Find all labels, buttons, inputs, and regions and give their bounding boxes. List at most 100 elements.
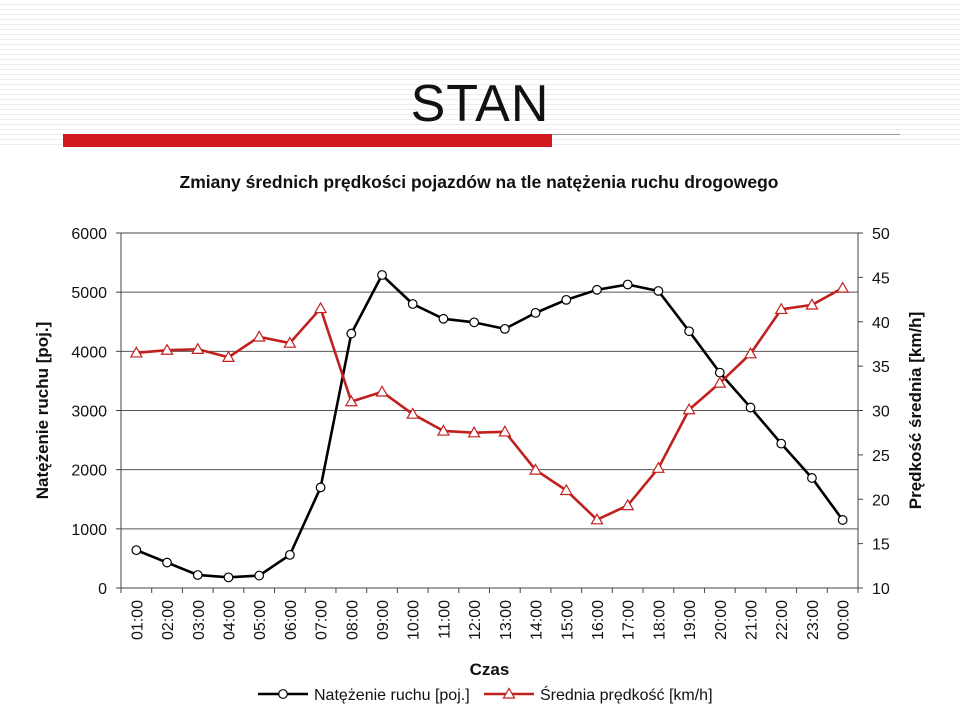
data-point-average-speed bbox=[252, 330, 266, 342]
x-tick-label: 01:00 bbox=[129, 600, 146, 640]
data-point-average-speed bbox=[467, 425, 481, 438]
x-tick-label: 19:00 bbox=[682, 600, 699, 640]
data-point-average-speed bbox=[498, 425, 512, 437]
data-point-traffic-volume bbox=[377, 270, 387, 280]
data-point-traffic-volume bbox=[622, 279, 633, 290]
data-point-average-speed bbox=[344, 394, 358, 407]
data-point-average-speed bbox=[436, 424, 450, 436]
x-tick-label: 08:00 bbox=[344, 600, 361, 640]
data-point-average-speed bbox=[314, 301, 328, 314]
y-right-tick-label: 35 bbox=[872, 359, 890, 376]
data-point-traffic-volume bbox=[284, 549, 295, 560]
y-right-tick-label: 30 bbox=[872, 404, 890, 421]
data-point-average-speed bbox=[129, 346, 143, 358]
data-point-average-speed bbox=[743, 346, 758, 359]
legend-marker-average-speed bbox=[502, 687, 516, 699]
data-point-average-speed bbox=[805, 298, 819, 310]
data-point-traffic-volume bbox=[192, 570, 203, 580]
x-tick-label: 21:00 bbox=[744, 600, 761, 640]
data-point-traffic-volume bbox=[223, 572, 234, 583]
data-point-traffic-volume bbox=[131, 545, 142, 556]
data-point-traffic-volume bbox=[745, 402, 756, 413]
data-point-traffic-volume bbox=[592, 284, 602, 295]
data-point-traffic-volume bbox=[469, 317, 480, 328]
data-point-average-speed bbox=[836, 281, 850, 293]
x-tick-label: 07:00 bbox=[314, 600, 331, 640]
slide-title: STAN bbox=[410, 75, 550, 133]
y-right-tick-label: 40 bbox=[872, 315, 890, 332]
data-point-average-speed bbox=[191, 342, 205, 354]
y-left-tick-label: 0 bbox=[98, 581, 107, 598]
x-tick-label: 10:00 bbox=[406, 600, 423, 640]
data-point-traffic-volume bbox=[653, 286, 664, 296]
y-left-axis-title: Natężenie ruchu [poj.] bbox=[33, 322, 52, 500]
data-point-average-speed bbox=[529, 463, 543, 475]
data-point-traffic-volume bbox=[438, 313, 449, 324]
x-tick-label: 14:00 bbox=[529, 600, 546, 640]
data-point-average-speed bbox=[621, 498, 635, 511]
y-right-tick-label: 25 bbox=[872, 448, 890, 465]
series-line-average-speed bbox=[136, 286, 844, 521]
y-left-tick-label: 2000 bbox=[71, 463, 107, 480]
title-accent-bar bbox=[63, 134, 552, 147]
chart-title: Zmiany średnich prędkości pojazdów na tl… bbox=[180, 172, 779, 192]
x-tick-label: 13:00 bbox=[498, 600, 515, 640]
data-point-traffic-volume bbox=[776, 438, 787, 449]
data-point-average-speed bbox=[160, 343, 174, 355]
y-right-tick-label: 15 bbox=[872, 537, 890, 554]
y-right-tick-label: 45 bbox=[872, 270, 890, 287]
data-point-traffic-volume bbox=[499, 323, 510, 334]
data-point-traffic-volume bbox=[530, 307, 541, 318]
series-line-traffic-volume bbox=[135, 273, 844, 579]
data-point-average-speed bbox=[774, 302, 788, 315]
data-point-traffic-volume bbox=[837, 515, 848, 525]
y-left-tick-label: 4000 bbox=[71, 344, 107, 361]
data-point-traffic-volume bbox=[684, 326, 695, 337]
x-tick-label: 15:00 bbox=[559, 600, 576, 640]
y-right-tick-label: 50 bbox=[872, 226, 890, 243]
x-tick-label: 09:00 bbox=[375, 600, 392, 640]
data-point-average-speed bbox=[651, 461, 665, 473]
y-left-tick-label: 5000 bbox=[71, 285, 107, 302]
y-right-tick-label: 10 bbox=[872, 581, 890, 598]
data-point-average-speed bbox=[283, 336, 297, 348]
data-point-average-speed bbox=[375, 385, 389, 397]
x-tick-label: 02:00 bbox=[160, 600, 177, 640]
data-point-average-speed bbox=[713, 376, 727, 388]
data-point-traffic-volume bbox=[346, 328, 357, 339]
title-divider-line bbox=[552, 134, 900, 135]
x-tick-label: 06:00 bbox=[283, 600, 300, 640]
header-background-stripes bbox=[0, 0, 960, 150]
legend-marker-traffic-volume bbox=[278, 689, 288, 699]
x-tick-label: 05:00 bbox=[252, 600, 269, 640]
data-point-traffic-volume bbox=[315, 482, 326, 493]
y-left-tick-label: 3000 bbox=[71, 404, 107, 421]
x-tick-label: 22:00 bbox=[774, 600, 791, 640]
data-point-traffic-volume bbox=[162, 557, 172, 568]
x-tick-label: 03:00 bbox=[191, 600, 208, 640]
data-point-traffic-volume bbox=[561, 294, 572, 305]
x-tick-label: 11:00 bbox=[436, 600, 453, 639]
x-tick-label: 04:00 bbox=[221, 600, 238, 640]
y-right-axis-title: Prędkość średnia [km/h] bbox=[906, 312, 925, 509]
x-tick-label: 00:00 bbox=[836, 600, 853, 640]
x-tick-label: 18:00 bbox=[651, 600, 668, 640]
legend-label-traffic-volume: Natężenie ruchu [poj.] bbox=[314, 687, 470, 704]
data-point-traffic-volume bbox=[407, 299, 418, 309]
data-point-average-speed bbox=[682, 402, 696, 415]
x-axis-title: Czas bbox=[470, 660, 510, 679]
y-left-tick-label: 6000 bbox=[71, 226, 107, 243]
data-point-average-speed bbox=[590, 512, 604, 525]
x-tick-label: 16:00 bbox=[590, 600, 607, 640]
x-tick-label: 12:00 bbox=[467, 600, 484, 640]
data-point-traffic-volume bbox=[254, 570, 265, 581]
chart-frame: Zmiany średnich prędkości pojazdów na tl… bbox=[0, 148, 960, 717]
data-point-average-speed bbox=[221, 350, 236, 362]
data-point-traffic-volume bbox=[714, 367, 725, 378]
data-point-average-speed bbox=[406, 407, 420, 419]
chart: Zmiany średnich prędkości pojazdów na tl… bbox=[33, 172, 925, 704]
x-tick-label: 23:00 bbox=[805, 600, 822, 640]
x-tick-label: 20:00 bbox=[713, 600, 730, 640]
y-right-tick-label: 20 bbox=[872, 492, 890, 509]
x-tick-label: 17:00 bbox=[621, 600, 638, 640]
